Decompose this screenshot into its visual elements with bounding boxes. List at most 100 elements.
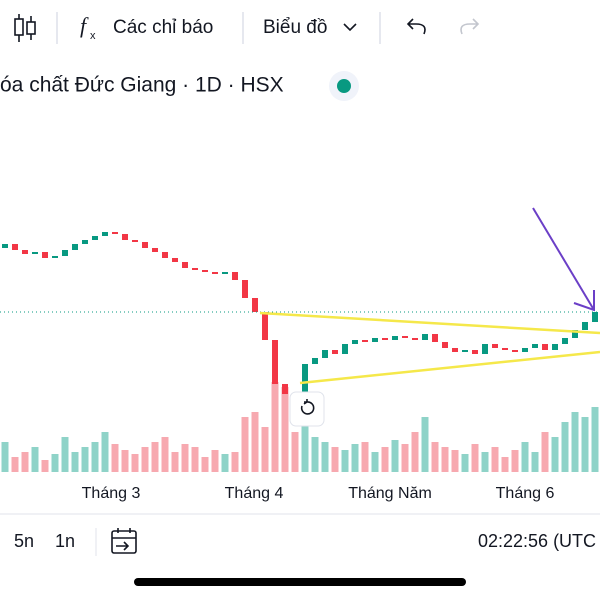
volume-bar [61,437,69,472]
volume-bar [141,447,149,472]
volume-bar [251,412,259,472]
volume-bar [1,442,9,472]
volume-bar [71,452,79,472]
reset-button[interactable] [289,391,325,427]
candle [112,232,118,234]
candle [2,244,8,248]
volume-bar [291,432,299,472]
volume-bar [171,452,179,472]
reset-icon [300,399,315,415]
volume-bar [31,447,39,472]
candle [252,298,258,312]
candle-icon[interactable] [14,14,36,42]
volume-bar [21,452,29,472]
undo[interactable] [406,18,426,35]
symbol-title: óa chất Đức Giang · 1D · HSX [0,74,284,97]
volume-bar [391,440,399,472]
candle [312,358,318,364]
indicators-button[interactable]: Các chỉ báo [113,17,213,38]
candle [462,350,468,352]
volume-bar [201,457,209,472]
candle [142,242,148,248]
volume-bar [421,417,429,472]
volume-bar [471,444,479,472]
volume-bar [401,444,409,472]
volume-bar [411,432,419,472]
volume-bar [151,442,159,472]
candle [562,338,568,344]
volume-bar [431,442,439,472]
volume-bar [271,382,279,472]
volume-bar [361,442,369,472]
range-button[interactable]: 1n [55,531,75,551]
candle [402,336,408,338]
candle [192,268,198,270]
candle [42,252,48,258]
candle [262,312,268,340]
fx-icon[interactable]: f [80,13,89,38]
candle [522,348,528,352]
candle [122,234,128,240]
volume-bar [241,417,249,472]
candle [62,250,68,256]
candle [12,244,18,250]
arrow [532,207,595,312]
volume-bar [571,412,579,472]
candle [232,272,238,280]
chevron[interactable] [343,23,357,32]
candle [22,250,28,254]
candle [382,338,388,340]
candle [92,236,98,240]
range-button[interactable]: 5n [14,531,34,551]
candle [202,270,208,272]
candle [482,344,488,354]
candle [212,272,218,274]
redo [460,18,480,35]
volume-bar [441,447,449,472]
candle [332,350,338,354]
candle [182,262,188,268]
candle [242,280,248,298]
volume-bar [221,454,229,472]
volume-bar [331,447,339,472]
candle [502,348,508,350]
candle [452,348,458,352]
volume-bar [211,450,219,472]
chart-type-button[interactable]: Biểu đồ [263,17,327,38]
volume-bar [51,454,59,472]
volume-bar [181,444,189,472]
candle [552,344,558,350]
candle [492,344,498,348]
status-dot [337,79,351,93]
volume-bar [501,457,509,472]
clock: 02:22:56 (UTC [478,531,596,551]
volume-bar [231,452,239,472]
candle [302,364,308,410]
candle [172,258,178,262]
volume-bar [581,417,589,472]
candle [472,350,478,354]
volume-bar [161,437,169,472]
trend-line [299,350,600,385]
candle [282,384,288,394]
volume-bar [111,444,119,472]
candle [512,350,518,352]
candle [582,322,588,330]
volume-bar [371,452,379,472]
volume-bar [91,442,99,472]
date-range-icon[interactable] [111,528,137,554]
candle [52,256,58,258]
volume-bar [301,407,309,472]
toolbar [14,12,480,44]
month-label: Tháng 3 [82,485,141,502]
volume-bar [491,447,499,472]
fx-icon-sub: x [90,30,96,42]
volume-bar [191,447,199,472]
candle [372,338,378,342]
candle [82,240,88,244]
candle [592,312,598,322]
volume-bar [551,437,559,472]
volume-bar [451,450,459,472]
month-label: Tháng 4 [225,485,284,502]
